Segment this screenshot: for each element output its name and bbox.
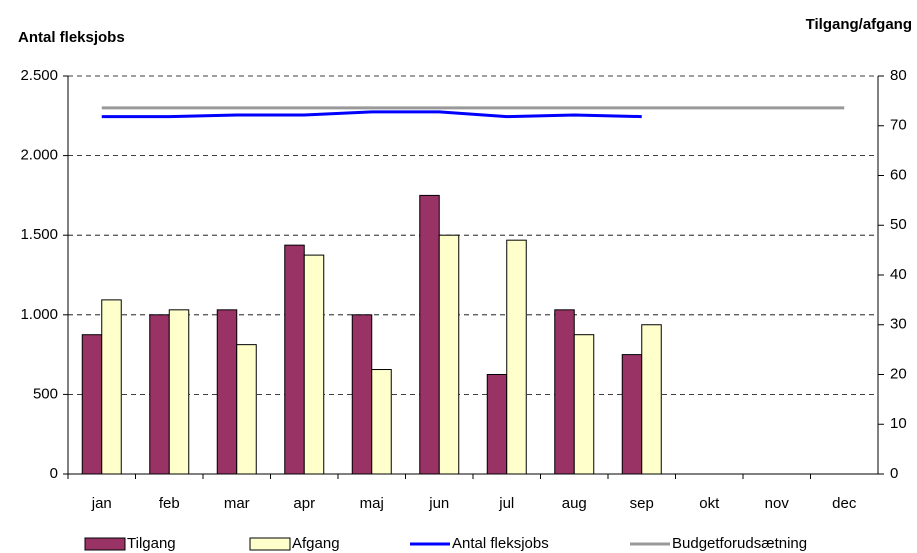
x-tick-label: okt bbox=[699, 495, 720, 512]
y-tick-label: 1.000 bbox=[20, 306, 58, 323]
bar bbox=[573, 334, 595, 475]
x-tick-label: nov bbox=[765, 495, 790, 512]
bar bbox=[236, 344, 257, 475]
line bbox=[101, 110, 642, 119]
x-tick-label: maj bbox=[360, 495, 384, 512]
y2-axis-title: Tilgang/afgang bbox=[806, 16, 912, 33]
bar bbox=[303, 254, 325, 475]
y2-tick-label: 70 bbox=[890, 117, 907, 134]
bar bbox=[351, 314, 373, 475]
x-tick-label: aug bbox=[562, 495, 587, 512]
x-tick-label: feb bbox=[159, 495, 180, 512]
bar bbox=[216, 309, 238, 475]
bar bbox=[371, 369, 392, 475]
legend-label: Antal fleksjobs bbox=[452, 535, 549, 552]
bar bbox=[419, 194, 440, 475]
y-tick-label: 0 bbox=[50, 465, 58, 482]
bar bbox=[486, 374, 508, 475]
bar bbox=[149, 314, 170, 475]
y-tick-label: 1.500 bbox=[20, 226, 58, 243]
y-tick-label: 2.000 bbox=[20, 147, 58, 164]
y-tick-label: 2.500 bbox=[20, 67, 58, 84]
x-tick-label: apr bbox=[293, 495, 315, 512]
legend-swatch bbox=[84, 537, 126, 551]
legend-label: Afgang bbox=[292, 535, 340, 552]
bar bbox=[101, 299, 122, 475]
y2-tick-label: 30 bbox=[890, 316, 907, 333]
y-axis-title: Antal fleksjobs bbox=[18, 29, 125, 46]
y2-tick-label: 20 bbox=[890, 365, 907, 382]
legend-label: Tilgang bbox=[127, 535, 176, 552]
y2-tick-label: 50 bbox=[890, 216, 907, 233]
y2-tick-label: 10 bbox=[890, 415, 907, 432]
x-tick-label: mar bbox=[224, 495, 250, 512]
x-tick-label: dec bbox=[832, 495, 857, 512]
x-tick-label: jun bbox=[428, 495, 449, 512]
y2-tick-label: 60 bbox=[890, 166, 907, 183]
bar bbox=[81, 334, 103, 475]
bar bbox=[506, 239, 527, 475]
bar bbox=[438, 234, 460, 475]
bar bbox=[641, 324, 662, 475]
y2-tick-label: 40 bbox=[890, 266, 907, 283]
x-tick-label: jan bbox=[91, 495, 112, 512]
legend-label: Budgetforudsætning bbox=[672, 535, 807, 552]
y2-tick-label: 80 bbox=[890, 67, 907, 84]
bar bbox=[621, 354, 643, 475]
bar bbox=[168, 309, 190, 475]
x-tick-label: sep bbox=[630, 495, 654, 512]
bar bbox=[284, 244, 305, 475]
bar bbox=[554, 309, 575, 475]
x-tick-label: jul bbox=[498, 495, 514, 512]
legend-swatch bbox=[249, 537, 291, 551]
y-tick-label: 500 bbox=[33, 385, 58, 402]
y2-tick-label: 0 bbox=[890, 465, 898, 482]
